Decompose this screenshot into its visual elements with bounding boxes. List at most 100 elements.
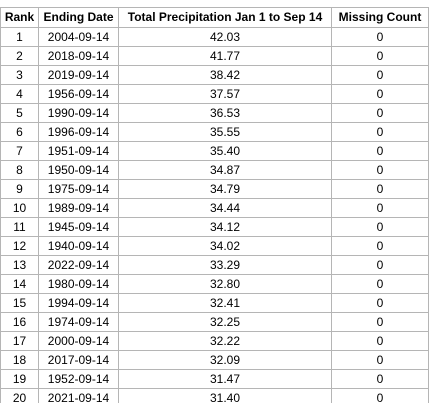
total-precipitation-cell: 34.44	[119, 199, 332, 218]
missing-count-cell: 0	[332, 332, 429, 351]
ending-date-cell: 2021-09-14	[39, 389, 119, 403]
table-body: 1 2004-09-14 42.03 0 2 2018-09-14 41.77 0 3 2019-…	[1, 28, 429, 403]
precipitation-rank-table: Rank Ending Date Total Precipitation Jan…	[0, 7, 429, 403]
rank-cell: 13	[1, 256, 39, 275]
results-panel: Rank Ending Date Total Precipitation Jan…	[0, 7, 431, 403]
ending-date-cell: 1950-09-14	[39, 161, 119, 180]
table-row: 15 1994-09-14 32.41 0	[1, 294, 429, 313]
ending-date-cell: 1980-09-14	[39, 275, 119, 294]
rank-cell: 4	[1, 85, 39, 104]
total-precipitation-cell: 32.80	[119, 275, 332, 294]
rank-cell: 8	[1, 161, 39, 180]
ending-date-cell: 2000-09-14	[39, 332, 119, 351]
ending-date-cell: 2017-09-14	[39, 351, 119, 370]
total-precipitation-cell: 34.87	[119, 161, 332, 180]
total-precipitation-cell: 35.40	[119, 142, 332, 161]
rank-cell: 14	[1, 275, 39, 294]
total-precipitation-cell: 32.09	[119, 351, 332, 370]
rank-cell: 2	[1, 47, 39, 66]
rank-cell: 3	[1, 66, 39, 85]
table-row: 19 1952-09-14 31.47 0	[1, 370, 429, 389]
table-row: 18 2017-09-14 32.09 0	[1, 351, 429, 370]
table-row: 12 1940-09-14 34.02 0	[1, 237, 429, 256]
column-header-missing-count: Missing Count	[332, 8, 429, 28]
missing-count-cell: 0	[332, 294, 429, 313]
missing-count-cell: 0	[332, 47, 429, 66]
rank-cell: 10	[1, 199, 39, 218]
ending-date-cell: 1996-09-14	[39, 123, 119, 142]
missing-count-cell: 0	[332, 123, 429, 142]
missing-count-cell: 0	[332, 370, 429, 389]
ending-date-cell: 1975-09-14	[39, 180, 119, 199]
ending-date-cell: 1952-09-14	[39, 370, 119, 389]
rank-cell: 6	[1, 123, 39, 142]
total-precipitation-cell: 33.29	[119, 256, 332, 275]
table-row: 3 2019-09-14 38.42 0	[1, 66, 429, 85]
ending-date-cell: 2004-09-14	[39, 28, 119, 47]
total-precipitation-cell: 32.41	[119, 294, 332, 313]
column-header-total-precipitation: Total Precipitation Jan 1 to Sep 14	[119, 8, 332, 28]
missing-count-cell: 0	[332, 218, 429, 237]
table-header: Rank Ending Date Total Precipitation Jan…	[1, 8, 429, 28]
header-row: Rank Ending Date Total Precipitation Jan…	[1, 8, 429, 28]
rank-cell: 18	[1, 351, 39, 370]
rank-cell: 15	[1, 294, 39, 313]
table-row: 4 1956-09-14 37.57 0	[1, 85, 429, 104]
table-row: 10 1989-09-14 34.44 0	[1, 199, 429, 218]
table-row: 8 1950-09-14 34.87 0	[1, 161, 429, 180]
rank-cell: 9	[1, 180, 39, 199]
rank-cell: 7	[1, 142, 39, 161]
missing-count-cell: 0	[332, 199, 429, 218]
ending-date-cell: 1956-09-14	[39, 85, 119, 104]
missing-count-cell: 0	[332, 180, 429, 199]
rank-cell: 1	[1, 28, 39, 47]
column-header-rank: Rank	[1, 8, 39, 28]
missing-count-cell: 0	[332, 28, 429, 47]
ending-date-cell: 2018-09-14	[39, 47, 119, 66]
table-row: 9 1975-09-14 34.79 0	[1, 180, 429, 199]
missing-count-cell: 0	[332, 85, 429, 104]
total-precipitation-cell: 31.47	[119, 370, 332, 389]
table-row: 14 1980-09-14 32.80 0	[1, 275, 429, 294]
total-precipitation-cell: 37.57	[119, 85, 332, 104]
table-row: 11 1945-09-14 34.12 0	[1, 218, 429, 237]
rank-cell: 17	[1, 332, 39, 351]
total-precipitation-cell: 34.02	[119, 237, 332, 256]
total-precipitation-cell: 31.40	[119, 389, 332, 403]
total-precipitation-cell: 35.55	[119, 123, 332, 142]
ending-date-cell: 1989-09-14	[39, 199, 119, 218]
rank-cell: 12	[1, 237, 39, 256]
rank-cell: 5	[1, 104, 39, 123]
missing-count-cell: 0	[332, 275, 429, 294]
ending-date-cell: 1990-09-14	[39, 104, 119, 123]
rank-cell: 16	[1, 313, 39, 332]
column-header-ending-date: Ending Date	[39, 8, 119, 28]
ending-date-cell: 1974-09-14	[39, 313, 119, 332]
total-precipitation-cell: 32.25	[119, 313, 332, 332]
ending-date-cell: 1945-09-14	[39, 218, 119, 237]
ending-date-cell: 1994-09-14	[39, 294, 119, 313]
table-row: 2 2018-09-14 41.77 0	[1, 47, 429, 66]
missing-count-cell: 0	[332, 142, 429, 161]
rank-cell: 20	[1, 389, 39, 403]
table-row: 1 2004-09-14 42.03 0	[1, 28, 429, 47]
missing-count-cell: 0	[332, 389, 429, 403]
total-precipitation-cell: 34.12	[119, 218, 332, 237]
table-row: 5 1990-09-14 36.53 0	[1, 104, 429, 123]
missing-count-cell: 0	[332, 256, 429, 275]
missing-count-cell: 0	[332, 313, 429, 332]
missing-count-cell: 0	[332, 66, 429, 85]
total-precipitation-cell: 32.22	[119, 332, 332, 351]
table-row: 17 2000-09-14 32.22 0	[1, 332, 429, 351]
missing-count-cell: 0	[332, 161, 429, 180]
missing-count-cell: 0	[332, 104, 429, 123]
rank-cell: 11	[1, 218, 39, 237]
total-precipitation-cell: 42.03	[119, 28, 332, 47]
table-row: 16 1974-09-14 32.25 0	[1, 313, 429, 332]
ending-date-cell: 1951-09-14	[39, 142, 119, 161]
missing-count-cell: 0	[332, 237, 429, 256]
ending-date-cell: 1940-09-14	[39, 237, 119, 256]
table-row: 20 2021-09-14 31.40 0	[1, 389, 429, 403]
ending-date-cell: 2022-09-14	[39, 256, 119, 275]
total-precipitation-cell: 41.77	[119, 47, 332, 66]
